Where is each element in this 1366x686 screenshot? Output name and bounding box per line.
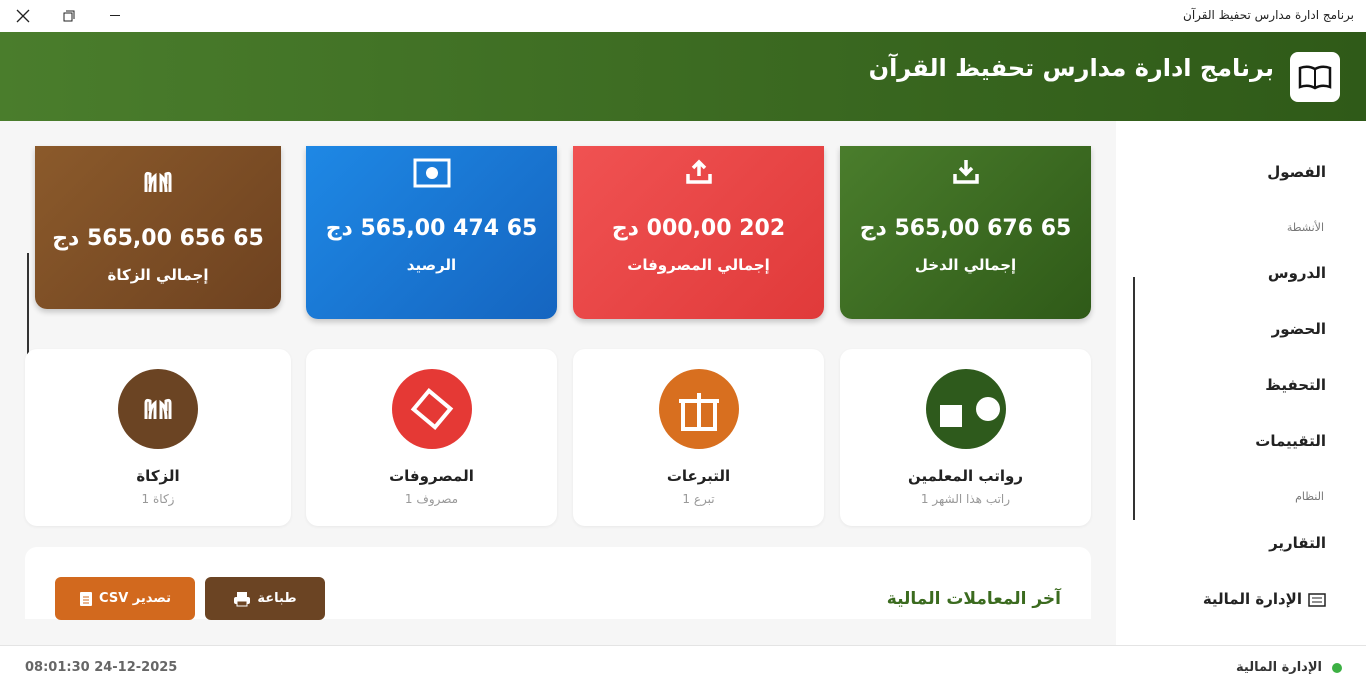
- export-label: CSV تصدير: [99, 591, 171, 606]
- stat-value: 65 474 565,00 دج: [325, 216, 538, 241]
- category-icon: [925, 369, 1006, 449]
- category-icon: [118, 369, 198, 449]
- menu-icon: [1308, 593, 1326, 607]
- category-count: 1 راتب هذا الشهر: [920, 492, 1011, 506]
- category-count: 1 زكاة: [141, 492, 175, 506]
- stat-card: 202 000,00 دج إجمالي المصروفات: [573, 146, 824, 319]
- stat-icon: [144, 171, 172, 193]
- stat-label: إجمالي المصروفات: [627, 256, 770, 274]
- sidebar-item[interactable]: الدروس: [1267, 264, 1326, 282]
- sidebar-item[interactable]: الإدارة المالية: [1202, 590, 1302, 608]
- stat-value: 65 656 565,00 دج: [52, 226, 264, 251]
- stat-card: 65 474 565,00 دج الرصيد: [306, 146, 557, 319]
- header: برنامج ادارة مدارس تحفيظ القرآن: [0, 32, 1366, 121]
- minimize-button[interactable]: [110, 15, 122, 17]
- stat-label: إجمالي الزكاة: [107, 266, 209, 284]
- category-name: التبرعات: [666, 467, 731, 485]
- category-name: الزكاة: [136, 467, 180, 485]
- category-card[interactable]: رواتب المعلمين 1 راتب هذا الشهر: [840, 349, 1091, 526]
- window-title: برنامج ادارة مدارس تحفيظ القرآن: [1183, 8, 1354, 22]
- print-label: طباعة: [257, 591, 297, 606]
- sidebar-section: الأنشطة: [1286, 221, 1324, 234]
- category-name: المصروفات: [389, 467, 474, 485]
- title-bar: برنامج ادارة مدارس تحفيظ القرآن: [0, 0, 1366, 32]
- sidebar: الفصول الأنشطة الدروس الحضور التحفيظ التقييما…: [1116, 121, 1366, 645]
- sidebar-item[interactable]: الفصول: [1267, 163, 1326, 181]
- stat-value: 202 000,00 دج: [611, 216, 786, 241]
- restore-button[interactable]: [63, 10, 75, 22]
- sidebar-item[interactable]: التقييمات: [1255, 432, 1326, 450]
- transactions-panel: آخر المعاملات المالية طباعة CSV تصدير: [25, 547, 1091, 620]
- print-button[interactable]: طباعة: [205, 577, 325, 620]
- header-title: برنامج ادارة مدارس تحفيظ القرآن: [868, 54, 1274, 82]
- close-button[interactable]: [16, 9, 30, 23]
- sidebar-section: النظام: [1295, 490, 1324, 503]
- status-datetime: 08:01:30 24-12-2025: [25, 660, 178, 675]
- sidebar-item[interactable]: التحفيظ: [1265, 376, 1326, 394]
- stat-label: الرصيد: [406, 256, 457, 274]
- category-count: 1 تبرع: [682, 492, 715, 506]
- logo: [1290, 52, 1340, 102]
- status-dot: [1332, 663, 1342, 673]
- stat-card: 65 656 565,00 دج إجمالي الزكاة: [35, 146, 281, 309]
- category-count: 1 مصروف: [404, 492, 459, 506]
- scrollbar: [1133, 277, 1135, 520]
- category-icon: [658, 369, 739, 449]
- sidebar-item[interactable]: الحضور: [1271, 320, 1326, 338]
- category-card[interactable]: التبرعات 1 تبرع: [573, 349, 824, 526]
- stat-icon: [952, 160, 979, 184]
- stat-icon: [413, 158, 450, 188]
- category-card[interactable]: المصروفات 1 مصروف: [306, 349, 557, 526]
- stat-icon: [685, 159, 712, 184]
- stat-label: إجمالي الدخل: [914, 256, 1017, 274]
- sidebar-item[interactable]: التقارير: [1269, 534, 1326, 552]
- category-name: رواتب المعلمين: [908, 467, 1023, 485]
- status-bar: الإدارة المالية 08:01:30 24-12-2025: [0, 645, 1366, 686]
- category-card[interactable]: الزكاة 1 زكاة: [25, 349, 291, 526]
- panel-title: آخر المعاملات المالية: [886, 589, 1061, 609]
- export-button[interactable]: CSV تصدير: [55, 577, 195, 620]
- stat-value: 65 676 565,00 دج: [859, 216, 1072, 241]
- category-icon: [391, 369, 472, 449]
- stat-card: 65 676 565,00 دج إجمالي الدخل: [840, 146, 1091, 319]
- status-page: الإدارة المالية: [1236, 660, 1322, 675]
